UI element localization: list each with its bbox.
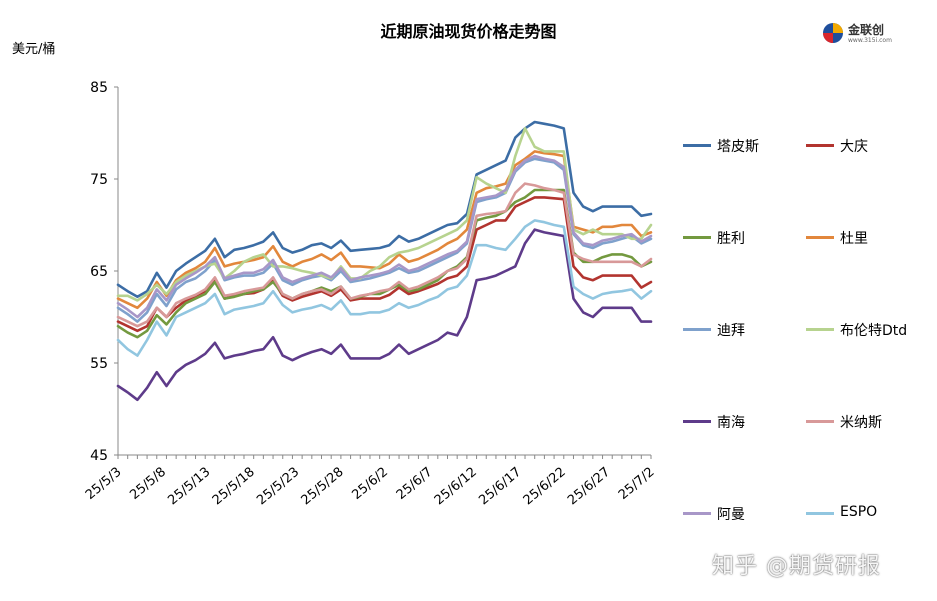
logo-mark-icon <box>823 23 843 43</box>
series-line <box>116 182 653 328</box>
chart-series-lines <box>116 120 653 402</box>
x-tick-label: 25/5/28 <box>299 465 347 509</box>
series-line <box>116 150 653 310</box>
legend-label: 杜里 <box>840 231 868 247</box>
x-tick-label: 25/6/7 <box>394 465 436 503</box>
series-line <box>116 154 653 319</box>
legend-label: ESPO <box>840 504 878 520</box>
x-tick-label: 25/6/12 <box>432 465 480 509</box>
brand-logo: 金联创 www.315i.com <box>822 20 902 48</box>
legend-swatch <box>683 512 711 515</box>
legend-label: 南海 <box>717 415 745 431</box>
legend-swatch <box>683 328 711 331</box>
watermark: 知乎 @期货研报 <box>712 554 881 579</box>
legend-label: 塔皮斯 <box>717 139 759 155</box>
y-tick-label: 65 <box>90 264 108 280</box>
y-tick-label: 75 <box>90 172 108 188</box>
legend-swatch <box>683 420 711 423</box>
y-tick-label: 55 <box>90 356 108 372</box>
logo-url: www.315i.com <box>848 37 892 44</box>
series-line <box>116 120 653 299</box>
legend-swatch <box>806 236 834 239</box>
series-line <box>116 188 653 339</box>
legend-swatch <box>806 144 834 147</box>
legend-swatch <box>683 144 711 147</box>
x-tick-label: 25/6/17 <box>476 465 524 509</box>
x-tick-label: 25/6/2 <box>349 465 391 503</box>
x-tick-label: 25/5/3 <box>83 465 125 503</box>
y-tick-label: 45 <box>90 448 108 464</box>
legend-swatch <box>806 328 834 331</box>
legend-label: 迪拜 <box>717 323 745 339</box>
x-tick-label: 25/5/18 <box>210 465 258 509</box>
x-tick-label: 25/5/13 <box>165 465 213 509</box>
x-tick-label: 25/5/8 <box>127 465 169 503</box>
legend-swatch <box>806 420 834 423</box>
legend-swatch <box>683 236 711 239</box>
chart-title: 近期原油现货价格走势图 <box>380 22 557 41</box>
x-tick-label: 25/6/27 <box>565 465 613 509</box>
logo-text: 金联创 <box>848 23 885 37</box>
legend-swatch <box>806 512 834 515</box>
legend-label: 阿曼 <box>717 507 745 523</box>
legend-label: 大庆 <box>840 139 868 155</box>
series-line <box>116 228 653 402</box>
y-tick-label: 85 <box>90 80 108 96</box>
y-axis-unit-label: 美元/桶 <box>12 42 56 57</box>
legend-label: 米纳斯 <box>840 415 882 431</box>
series-line <box>116 157 653 323</box>
legend-label: 胜利 <box>717 231 745 247</box>
legend-label: 布伦特Dtd <box>840 323 908 339</box>
x-tick-label: 25/6/22 <box>521 465 569 509</box>
x-tick-label: 25/5/23 <box>254 465 302 509</box>
series-line <box>116 219 653 357</box>
x-tick-label: 25/7/2 <box>616 465 658 503</box>
